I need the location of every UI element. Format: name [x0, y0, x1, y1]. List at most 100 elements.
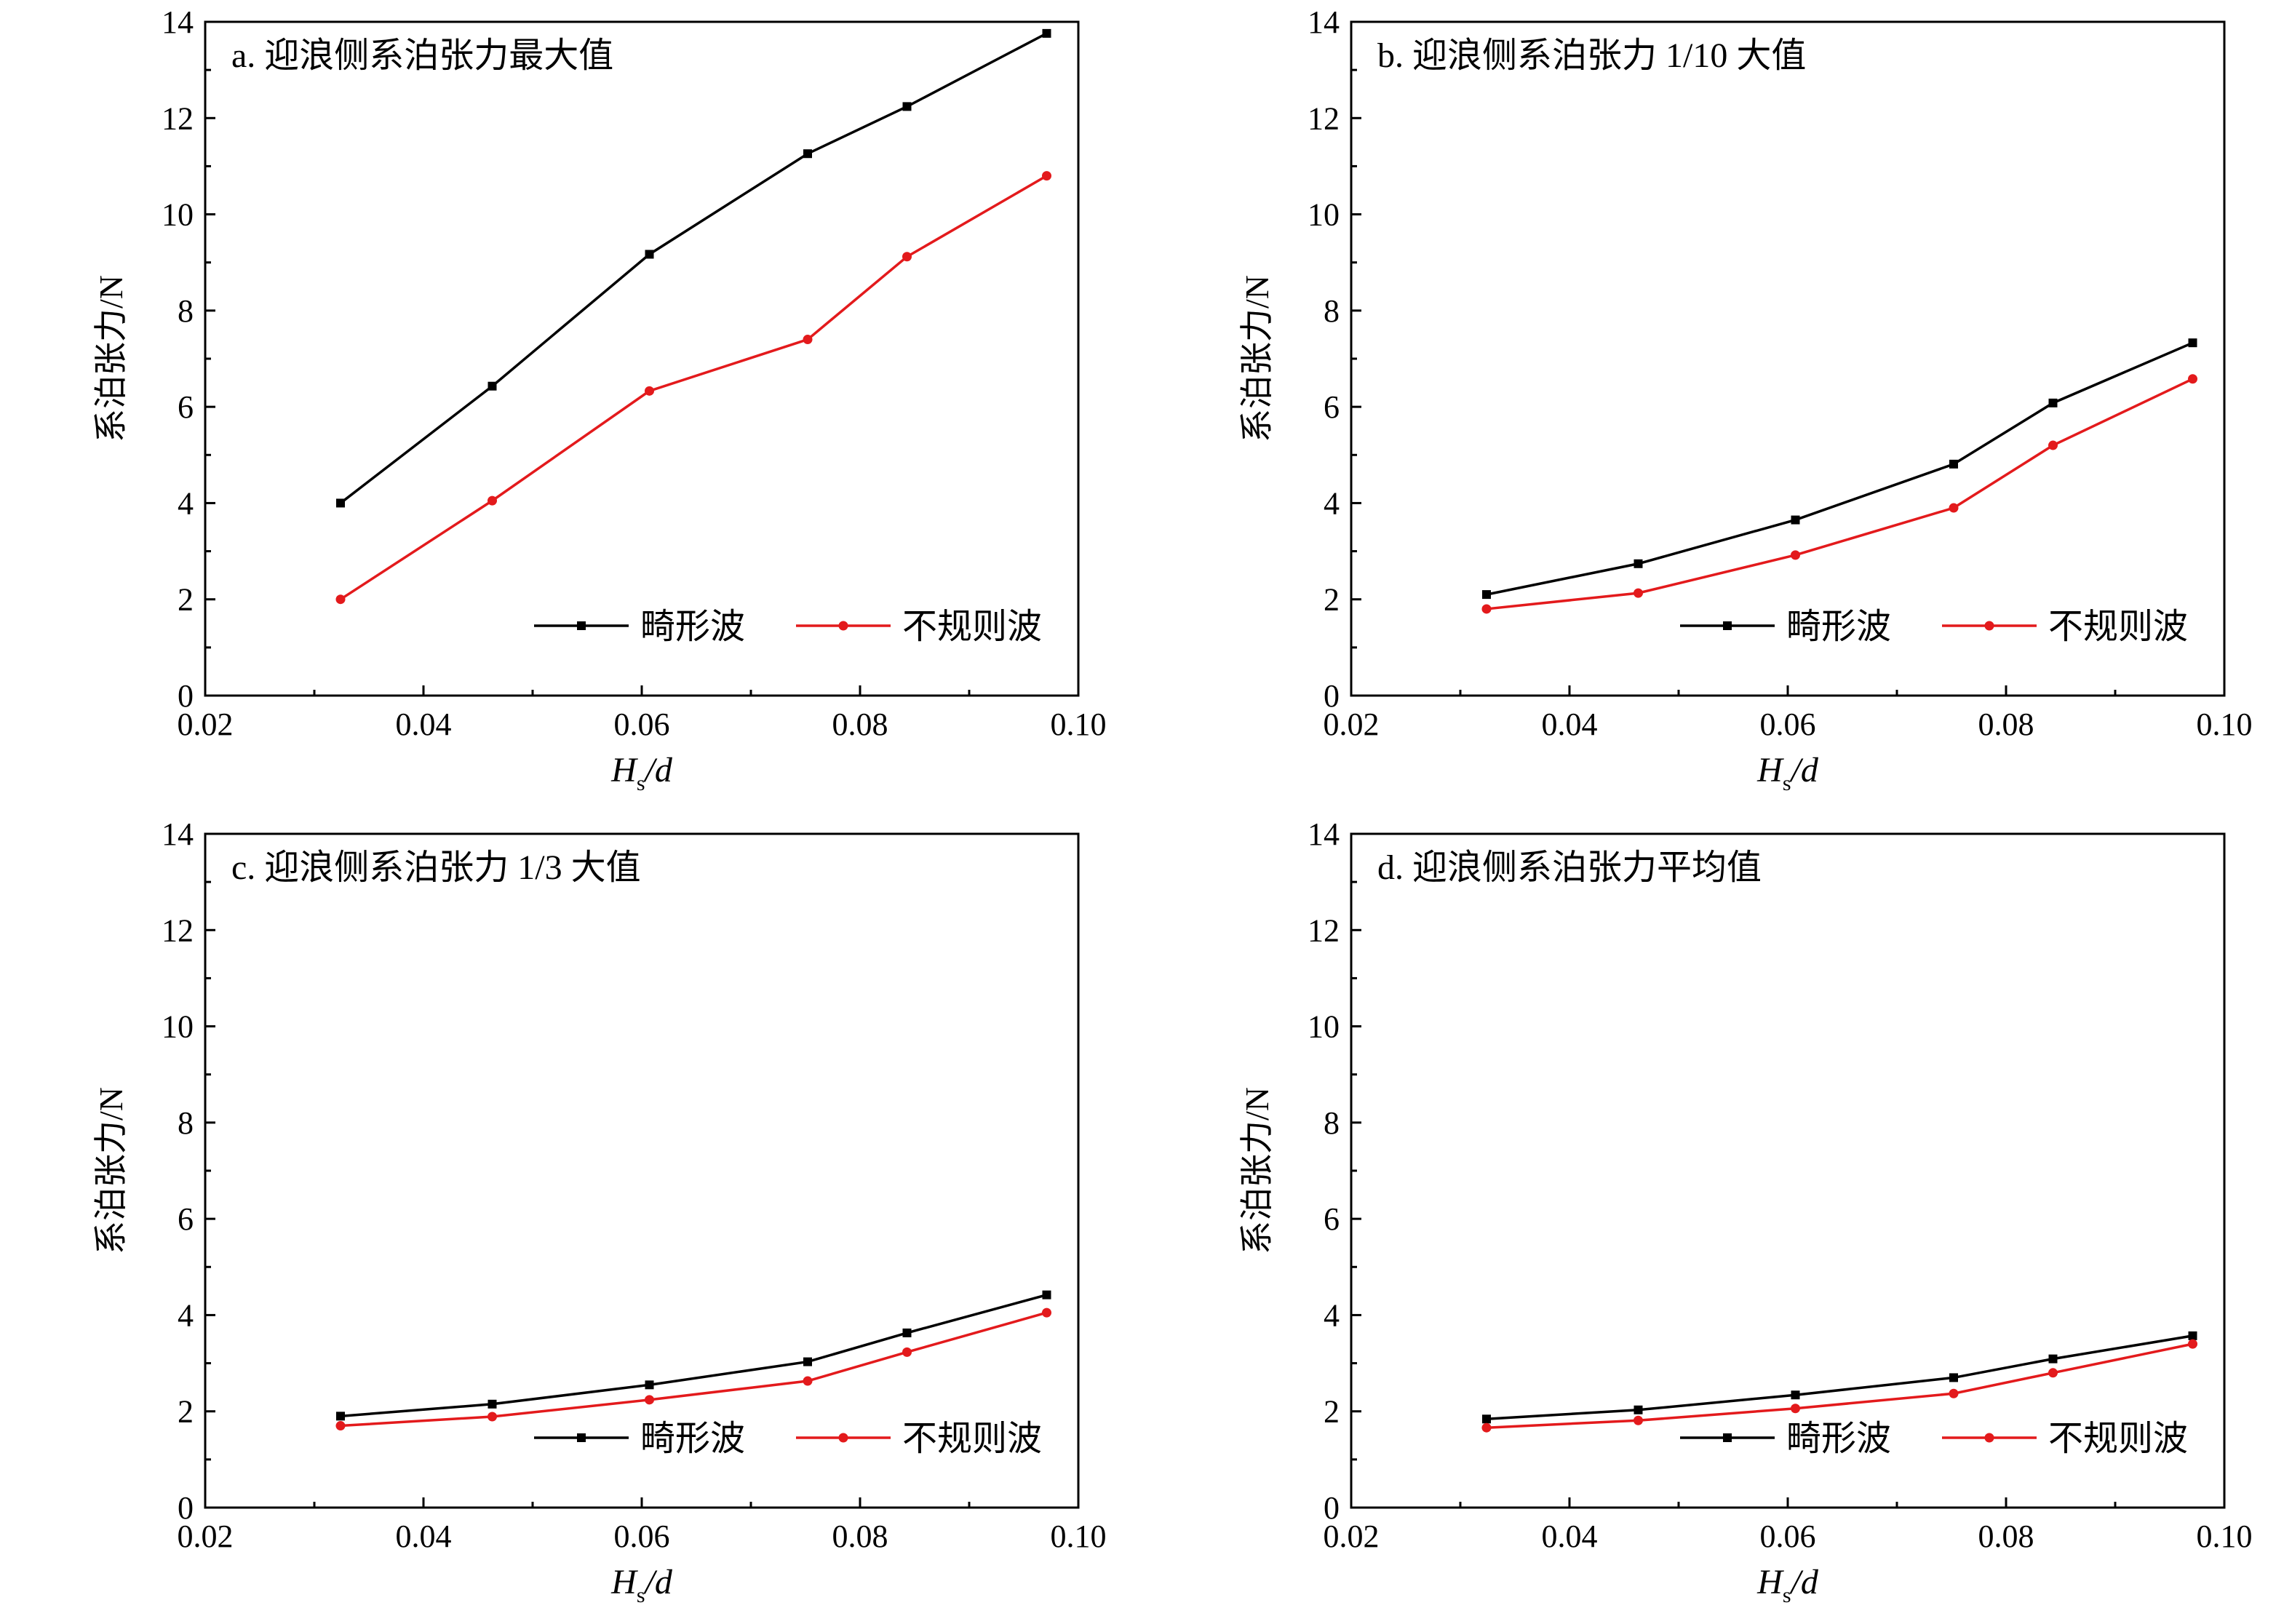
data-point: [902, 252, 912, 262]
data-point: [2048, 440, 2058, 450]
series-line: [340, 1293, 1047, 1418]
plot-frame: [204, 832, 1080, 1509]
data-point: [902, 1328, 912, 1337]
data-point: [1634, 588, 1643, 598]
x-tick-label: 0.06: [614, 1518, 670, 1554]
legend-marker: [1723, 1433, 1732, 1442]
y-tick-label: 4: [1324, 1297, 1340, 1333]
series-line: [339, 32, 1048, 504]
y-tick-label: 6: [1324, 1201, 1340, 1237]
y-tick-label: 4: [1324, 485, 1340, 521]
legend-label: 不规则波: [902, 1420, 1042, 1458]
data-point: [2188, 338, 2197, 348]
data-point: [1949, 459, 1958, 469]
series-line: [1486, 1334, 2193, 1421]
y-tick-label: 14: [162, 4, 194, 40]
y-tick-label: 0: [178, 678, 194, 714]
series-line: [340, 175, 1048, 601]
x-tick-label: 0.06: [1760, 1518, 1816, 1554]
x-tick-label: 0.10: [2197, 1518, 2253, 1554]
x-axis-label: Hs/d: [610, 1563, 673, 1607]
y-axis-label: 系泊张力/N: [92, 275, 130, 442]
series-line: [1486, 1342, 2193, 1429]
data-point: [645, 250, 654, 259]
y-tick-label: 14: [1308, 4, 1340, 40]
legend-marker: [1723, 621, 1732, 630]
x-axis-label-main: H: [1756, 1563, 1784, 1601]
legend-marker: [838, 1433, 848, 1443]
series-line: [1486, 341, 2194, 596]
legend-label: 不规则波: [2048, 1420, 2188, 1458]
y-tick-label: 8: [1324, 293, 1340, 329]
legend-label: 不规则波: [2048, 608, 2188, 646]
chart-svg: 0.02 0.04 0.06 0.08 0.10 0 2 4 6 8 10 12 14 Hs/d 系泊张力/…: [92, 4, 1107, 795]
y-tick-label: 10: [1308, 197, 1340, 233]
data-point: [1481, 1422, 1492, 1433]
y-tick-label: 2: [1324, 582, 1340, 618]
x-tick-label: 0.02: [178, 1518, 234, 1554]
y-tick-label: 6: [1324, 389, 1340, 425]
x-tick-label: 0.08: [1978, 1518, 2034, 1554]
data-point: [488, 381, 497, 391]
legend-marker: [1984, 1433, 1994, 1443]
x-axis-label-tail: /d: [1789, 1563, 1819, 1601]
data-point: [1791, 515, 1800, 525]
data-point: [1482, 590, 1491, 600]
y-tick-label: 8: [1324, 1105, 1340, 1141]
x-axis-label-sub: s: [637, 771, 645, 795]
data-point: [2188, 1331, 2197, 1340]
data-point: [902, 1347, 912, 1357]
y-tick-label: 4: [178, 1297, 194, 1333]
y-tick-label: 0: [178, 1490, 194, 1526]
data-point: [803, 335, 813, 345]
y-tick-label: 12: [162, 100, 194, 136]
data-point: [803, 1357, 812, 1366]
y-tick-label: 6: [178, 389, 194, 425]
chart-title: a. 迎浪侧系泊张力最大值: [231, 36, 613, 75]
x-tick-label: 0.08: [832, 706, 888, 742]
x-tick-label: 0.08: [1978, 706, 2034, 742]
data-point: [488, 1412, 497, 1422]
y-tick-label: 10: [1308, 1009, 1340, 1045]
x-tick-label: 0.10: [1051, 706, 1107, 742]
chart-panel-a: 0.02 0.04 0.06 0.08 0.10 0 2 4 6 8 10 12 14 Hs/d 系泊张力/…: [0, 0, 1146, 812]
data-point: [1481, 604, 1492, 614]
x-axis-label-tail: /d: [1789, 751, 1819, 789]
data-point: [1791, 1404, 1800, 1414]
legend-label: 畸形波: [640, 608, 745, 646]
data-point: [1791, 550, 1800, 560]
data-point: [1042, 171, 1051, 181]
y-tick-label: 14: [162, 816, 194, 852]
y-tick-label: 2: [1324, 1394, 1340, 1430]
data-point: [803, 149, 812, 159]
legend-marker: [577, 621, 586, 630]
x-axis-label-tail: /d: [643, 1563, 673, 1601]
data-point: [902, 102, 912, 111]
y-tick-label: 8: [178, 293, 194, 329]
series-line: [340, 1311, 1047, 1428]
y-tick-label: 2: [178, 582, 194, 618]
y-tick-label: 2: [178, 1394, 194, 1430]
y-tick-label: 14: [1308, 816, 1340, 852]
legend-marker: [577, 1433, 586, 1442]
y-tick-label: 10: [162, 197, 194, 233]
series-line: [1486, 378, 2194, 610]
data-point: [645, 1395, 654, 1405]
chart-panel-c: 0.02 0.04 0.06 0.08 0.10 0 2 4 6 8 10 12 14 Hs/d 系泊张力/…: [0, 812, 1146, 1624]
data-point: [645, 1380, 654, 1390]
y-tick-label: 12: [162, 912, 194, 948]
x-tick-label: 0.04: [1542, 1518, 1598, 1554]
chart-title: b. 迎浪侧系泊张力 1/10 大值: [1377, 36, 1806, 75]
data-point: [2048, 1354, 2058, 1364]
x-axis-label-sub: s: [637, 1583, 645, 1607]
chart-panel-d: 0.02 0.04 0.06 0.08 0.10 0 2 4 6 8 10 12 14 Hs/d 系泊张力/…: [1146, 812, 2292, 1624]
legend-label: 畸形波: [1786, 608, 1891, 646]
chart-title: d. 迎浪侧系泊张力平均值: [1377, 848, 1762, 887]
plot-frame: [204, 20, 1080, 697]
data-point: [1949, 503, 1959, 513]
y-tick-label: 8: [178, 1105, 194, 1141]
data-point: [2188, 1339, 2197, 1349]
data-point: [488, 1399, 497, 1409]
chart-svg: 0.02 0.04 0.06 0.08 0.10 0 2 4 6 8 10 12 14 Hs/d 系泊张力/…: [92, 816, 1107, 1607]
x-axis-label-main: H: [610, 751, 638, 789]
